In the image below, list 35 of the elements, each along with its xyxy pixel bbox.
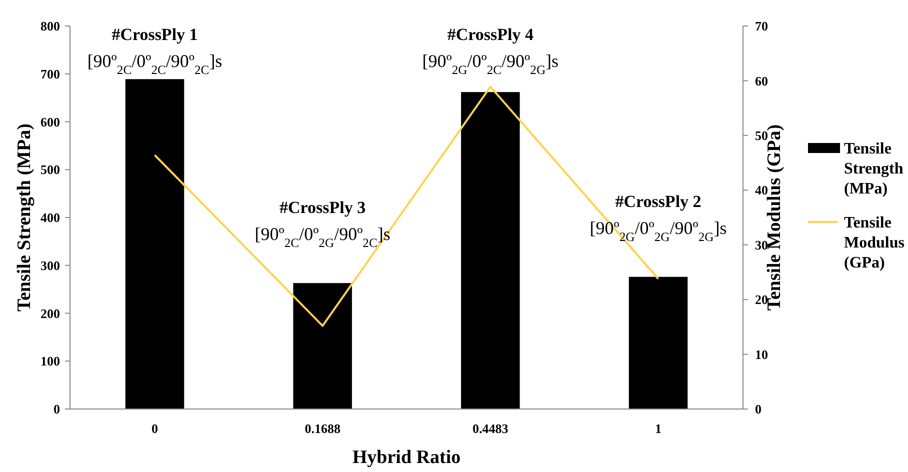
x-tick-label: 0 [152,421,158,436]
bar [628,276,688,409]
legend-label: Tensile Modulus (GPa) [844,214,904,272]
y-tick-label: 100 [40,354,60,369]
y2-tick-label: 60 [755,73,768,88]
annotation: [90º$_{2C}$/0º$_{2C}$/90º$_{2C}$]s [87,51,222,77]
annotation: #CrossPly 2 [615,192,702,211]
annotation: #CrossPly 3 [280,198,366,218]
y-tick-label: 500 [40,162,60,178]
y2-tick-label: 30 [755,237,768,252]
y-tick-label: 700 [40,66,60,82]
y2-tick-label: 10 [755,346,768,362]
annotation: [90º$_{2G}$/0º$_{2C}$/90º$_{2G}$]s [422,51,559,77]
y-tick-label: 0 [54,402,60,417]
x-tick-label: 0.4483 [472,421,509,436]
y2-tick-label: 0 [755,402,762,417]
legend-label: Tensile Strength (MPa) [844,140,904,198]
y-tick-label: 400 [40,210,60,226]
y-tick-label: 200 [40,306,60,321]
x-tick-label: 0.1688 [304,421,341,436]
y-tick-label: 800 [40,18,60,34]
y2-tick-label: 70 [755,18,768,34]
y-tick-label: 600 [40,114,60,130]
bar [125,79,184,409]
y-tick-label: 300 [40,258,60,273]
annotation: #CrossPly 1 [112,25,198,44]
y2-tick-label: 40 [755,182,768,198]
x-axis-title: Hybrid Ratio [352,447,461,468]
bar [461,92,520,409]
y2-tick-label: 20 [755,292,768,308]
y-axis-title: Tensile Strength (MPa) [14,124,35,312]
annotation: #CrossPly 4 [447,25,534,44]
y2-tick-label: 50 [755,128,768,143]
bar [293,283,352,409]
x-tick-label: 1 [654,421,662,436]
